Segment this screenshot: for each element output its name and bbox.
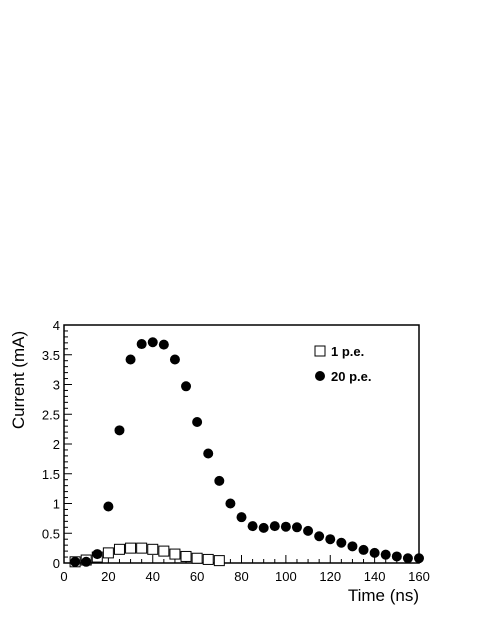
data-point-1pe [169,548,181,560]
legend-marker-20pe [315,371,325,381]
y-tick-label: 0.5 [42,526,60,541]
x-tick-label: 60 [190,569,204,584]
data-point-1pe [180,550,192,562]
x-tick-label: 120 [319,569,341,584]
y-tick-label: 2.5 [42,407,60,422]
data-point-20pe [103,501,114,512]
data-point-20pe [303,525,314,536]
data-point-20pe [269,521,280,532]
data-point-20pe [136,339,147,350]
data-point-20pe [192,416,203,427]
data-point-20pe [125,354,136,365]
y-tick-label: 3.5 [42,348,60,363]
data-point-20pe [147,337,158,348]
x-tick-label: 40 [146,569,160,584]
data-marks [69,337,424,568]
data-point-20pe [236,512,247,523]
x-tick-label: 140 [364,569,386,584]
data-point-20pe [369,547,380,558]
legend: 1 p.e. 20 p.e. [314,344,371,384]
plot-frame [63,324,420,564]
y-tick-label: 0 [53,556,60,571]
data-point-1pe [113,543,125,555]
data-point-20pe [380,549,391,560]
y-axis-title: Current (mA) [9,331,28,429]
data-point-20pe [258,522,269,533]
data-point-20pe [247,521,258,532]
y-tick-label: 1 [53,497,60,512]
data-point-20pe [314,531,325,542]
axis-ticks [63,324,420,564]
tick-labels: 0 20 40 60 80 100 120 140 160 0 0.5 1 1.5 2 2.5 3 3.5 4 [42,318,430,584]
y-tick-label: 4 [53,318,60,333]
data-point-20pe [414,553,424,564]
data-point-20pe [214,475,225,486]
y-tick-label: 2 [53,437,60,452]
data-point-1pe [158,545,170,557]
data-point-1pe [147,543,159,555]
x-tick-label: 0 [60,569,67,584]
data-point-1pe [202,553,214,565]
data-point-20pe [325,534,336,545]
x-tick-label: 80 [234,569,248,584]
data-point-20pe [347,541,358,552]
data-point-20pe [280,521,291,532]
y-tick-label: 3 [53,378,60,393]
data-point-1pe [102,547,114,559]
data-point-20pe [291,522,302,533]
x-tick-label: 100 [275,569,297,584]
y-tick-label: 1.5 [42,467,60,482]
data-point-20pe [181,381,192,392]
data-point-20pe [402,553,413,564]
data-point-1pe [191,552,203,564]
data-point-20pe [203,448,214,459]
data-point-20pe [92,549,103,560]
x-tick-label: 20 [101,569,115,584]
data-point-20pe [225,498,236,509]
x-axis-title: Time (ns) [348,586,419,605]
data-point-20pe [158,339,169,350]
data-point-20pe [81,556,92,567]
data-point-20pe [169,354,180,365]
data-point-20pe [358,544,369,555]
data-point-20pe [336,537,347,548]
legend-marker-1pe [314,345,326,357]
data-point-1pe [213,555,225,567]
x-tick-label: 160 [408,569,430,584]
data-point-20pe [70,556,81,567]
data-point-20pe [114,425,125,436]
data-point-1pe [136,542,148,554]
data-point-1pe [125,542,137,554]
data-point-20pe [391,551,402,562]
legend-label-20pe: 20 p.e. [331,369,371,384]
legend-label-1pe: 1 p.e. [331,344,364,359]
